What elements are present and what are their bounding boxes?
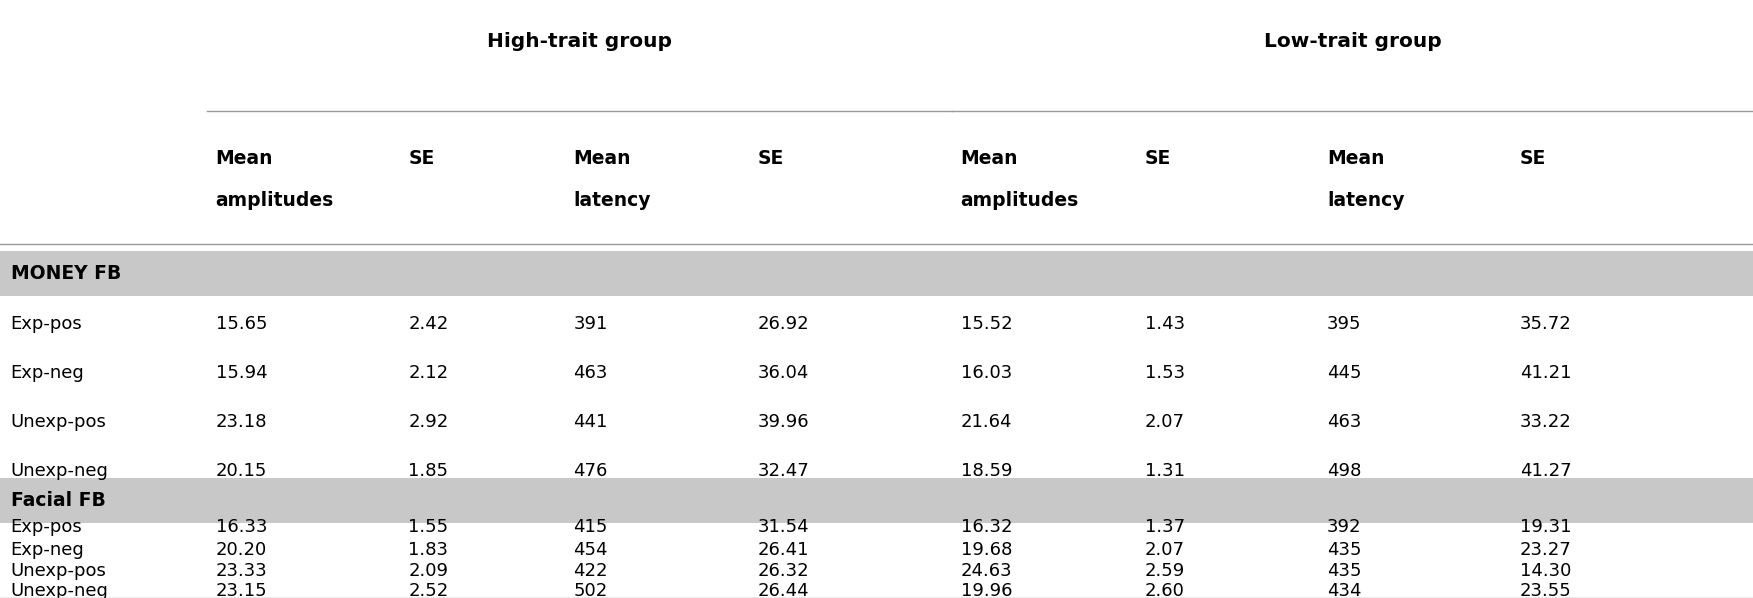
Text: 2.42: 2.42 (408, 315, 449, 333)
Text: 463: 463 (573, 364, 608, 382)
Text: 19.96: 19.96 (961, 582, 1011, 598)
Text: 1.43: 1.43 (1145, 315, 1185, 333)
Bar (0, 251, 1753, 295)
Text: 2.12: 2.12 (408, 364, 449, 382)
Text: 20.20: 20.20 (216, 541, 266, 559)
Text: 23.33: 23.33 (216, 562, 268, 580)
Text: 15.65: 15.65 (216, 315, 266, 333)
Text: Exp-pos: Exp-pos (11, 315, 82, 333)
Text: 41.21: 41.21 (1520, 364, 1571, 382)
Text: Exp-pos: Exp-pos (11, 518, 82, 536)
Text: High-trait group: High-trait group (487, 32, 671, 51)
Text: 32.47: 32.47 (757, 462, 810, 480)
Text: 441: 441 (573, 413, 608, 431)
Text: 31.54: 31.54 (757, 518, 808, 536)
Text: Mean: Mean (961, 149, 1018, 168)
Text: Mean: Mean (1327, 149, 1385, 168)
Text: 435: 435 (1327, 562, 1362, 580)
Text: 1.53: 1.53 (1145, 364, 1185, 382)
Text: 502: 502 (573, 582, 608, 598)
Text: MONEY FB: MONEY FB (11, 264, 121, 283)
Text: 435: 435 (1327, 541, 1362, 559)
Text: 23.15: 23.15 (216, 582, 266, 598)
Text: 36.04: 36.04 (757, 364, 808, 382)
Text: amplitudes: amplitudes (961, 191, 1078, 210)
Text: 26.92: 26.92 (757, 315, 808, 333)
Text: SE: SE (408, 149, 435, 168)
Text: Unexp-pos: Unexp-pos (11, 413, 107, 431)
Text: latency: latency (1327, 191, 1404, 210)
Text: Unexp-pos: Unexp-pos (11, 562, 107, 580)
Text: latency: latency (573, 191, 650, 210)
Text: 23.18: 23.18 (216, 413, 266, 431)
Text: 445: 445 (1327, 364, 1362, 382)
Text: 23.27: 23.27 (1520, 541, 1572, 559)
Text: 434: 434 (1327, 582, 1362, 598)
Text: 21.64: 21.64 (961, 413, 1011, 431)
Text: 35.72: 35.72 (1520, 315, 1572, 333)
Text: 26.32: 26.32 (757, 562, 808, 580)
Text: 391: 391 (573, 315, 608, 333)
Text: SE: SE (757, 149, 784, 168)
Text: 2.09: 2.09 (408, 562, 449, 580)
Text: 2.07: 2.07 (1145, 413, 1185, 431)
Text: 20.15: 20.15 (216, 462, 266, 480)
Text: Mean: Mean (216, 149, 273, 168)
Text: 1.85: 1.85 (408, 462, 449, 480)
Text: Facial FB: Facial FB (11, 491, 105, 510)
Text: 19.31: 19.31 (1520, 518, 1571, 536)
Text: 2.60: 2.60 (1145, 582, 1185, 598)
Text: 1.37: 1.37 (1145, 518, 1185, 536)
Text: 26.44: 26.44 (757, 582, 808, 598)
Text: 463: 463 (1327, 413, 1362, 431)
Text: 2.92: 2.92 (408, 413, 449, 431)
Text: 14.30: 14.30 (1520, 562, 1571, 580)
Text: Unexp-neg: Unexp-neg (11, 462, 109, 480)
Text: 19.68: 19.68 (961, 541, 1011, 559)
Bar (0, 478, 1753, 523)
Text: Exp-neg: Exp-neg (11, 541, 84, 559)
Text: 16.33: 16.33 (216, 518, 266, 536)
Text: 454: 454 (573, 541, 608, 559)
Text: 39.96: 39.96 (757, 413, 808, 431)
Text: amplitudes: amplitudes (216, 191, 333, 210)
Text: 2.52: 2.52 (408, 582, 449, 598)
Text: 24.63: 24.63 (961, 562, 1011, 580)
Text: 1.55: 1.55 (408, 518, 449, 536)
Text: 33.22: 33.22 (1520, 413, 1572, 431)
Text: Exp-neg: Exp-neg (11, 364, 84, 382)
Text: 18.59: 18.59 (961, 462, 1011, 480)
Text: 2.59: 2.59 (1145, 562, 1185, 580)
Text: 41.27: 41.27 (1520, 462, 1571, 480)
Text: 422: 422 (573, 562, 608, 580)
Text: 16.03: 16.03 (961, 364, 1011, 382)
Text: 2.07: 2.07 (1145, 541, 1185, 559)
Text: 395: 395 (1327, 315, 1362, 333)
Text: Unexp-neg: Unexp-neg (11, 582, 109, 598)
Text: 415: 415 (573, 518, 608, 536)
Text: 26.41: 26.41 (757, 541, 808, 559)
Text: 498: 498 (1327, 462, 1362, 480)
Text: 16.32: 16.32 (961, 518, 1011, 536)
Text: 392: 392 (1327, 518, 1362, 536)
Text: 15.52: 15.52 (961, 315, 1011, 333)
Text: 1.31: 1.31 (1145, 462, 1185, 480)
Text: SE: SE (1145, 149, 1171, 168)
Text: Low-trait group: Low-trait group (1264, 32, 1441, 51)
Text: 23.55: 23.55 (1520, 582, 1572, 598)
Text: 476: 476 (573, 462, 608, 480)
Text: Mean: Mean (573, 149, 631, 168)
Text: SE: SE (1520, 149, 1546, 168)
Text: 1.83: 1.83 (408, 541, 449, 559)
Text: 15.94: 15.94 (216, 364, 266, 382)
